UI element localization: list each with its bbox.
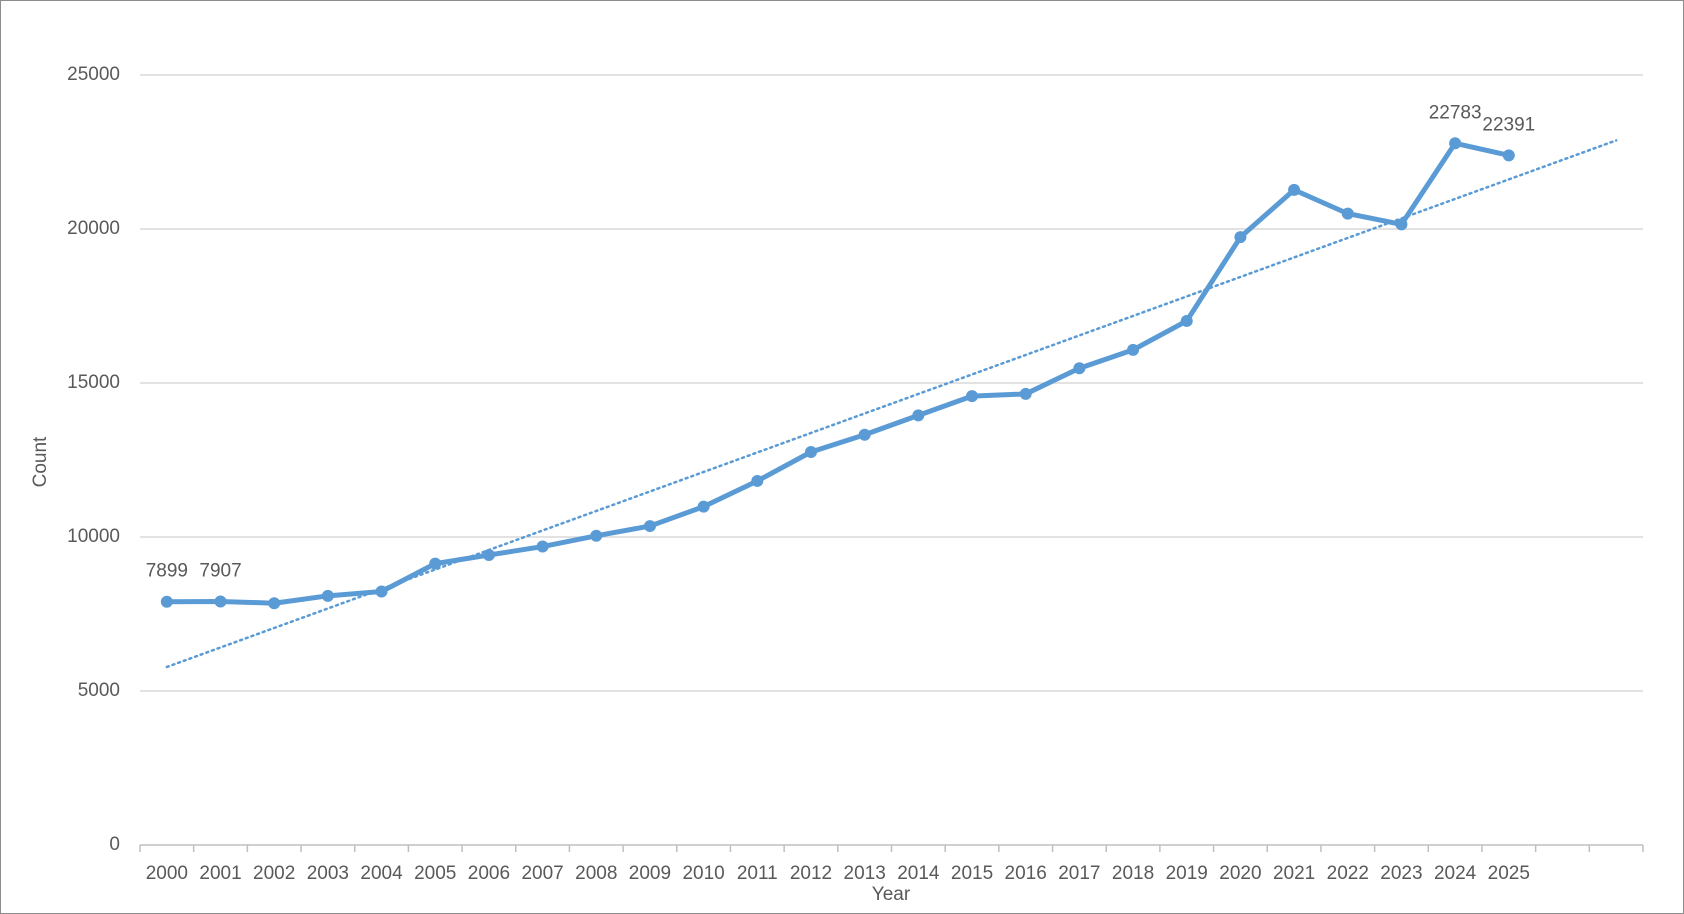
x-tick-label: 2024 — [1434, 863, 1477, 884]
data-point — [482, 549, 495, 562]
x-tick-label: 2009 — [629, 863, 671, 884]
data-point — [375, 585, 388, 598]
data-line — [164, 140, 1512, 606]
data-point — [429, 557, 442, 570]
x-tick-label: 2003 — [307, 863, 349, 884]
x-tick-label: 2022 — [1327, 863, 1369, 884]
x-tick-label: 2010 — [682, 863, 724, 884]
data-label: 7907 — [199, 560, 241, 581]
x-tick-label: 2001 — [199, 863, 241, 884]
x-tick-label: 2014 — [897, 863, 940, 884]
x-tick-label: 2005 — [414, 863, 456, 884]
x-tick-label: 2000 — [146, 863, 188, 884]
data-point — [268, 597, 281, 610]
data-point — [1395, 218, 1408, 231]
y-tick-label: 20000 — [67, 218, 120, 239]
x-tick-label: 2025 — [1488, 863, 1530, 884]
y-tick-label: 5000 — [78, 680, 120, 701]
x-tick-label: 2016 — [1005, 863, 1047, 884]
x-tick-label: 2018 — [1112, 863, 1154, 884]
data-point — [1502, 149, 1515, 162]
x-tick-label: 2015 — [951, 863, 993, 884]
x-tick-label: 2020 — [1219, 863, 1261, 884]
data-point — [1019, 387, 1032, 400]
data-point — [1288, 183, 1301, 196]
data-point — [966, 390, 979, 403]
x-tick-label: 2023 — [1380, 863, 1422, 884]
y-axis-label: Count — [30, 436, 51, 487]
data-point — [1127, 343, 1140, 356]
y-tick-label: 10000 — [67, 526, 120, 547]
data-point — [536, 540, 549, 553]
data-point — [751, 474, 764, 487]
x-tick-label: 2013 — [844, 863, 886, 884]
x-axis-label: Year — [872, 884, 911, 905]
data-point — [160, 595, 173, 608]
x-tick-label: 2007 — [521, 863, 563, 884]
data-label: 7899 — [146, 561, 188, 582]
y-tick-label: 15000 — [67, 372, 120, 393]
x-tick-label: 2008 — [575, 863, 617, 884]
x-tick-label: 2006 — [468, 863, 510, 884]
data-label: 22783 — [1429, 102, 1482, 123]
x-tick-label: 2019 — [1166, 863, 1208, 884]
data-point — [1341, 207, 1354, 220]
y-tick-label: 0 — [109, 834, 120, 855]
data-point — [697, 500, 710, 513]
x-tick-label: 2004 — [360, 863, 403, 884]
data-point — [1180, 314, 1193, 327]
data-point — [1073, 362, 1086, 375]
data-point — [590, 529, 603, 542]
data-point — [858, 428, 871, 441]
x-tick-label: 2017 — [1058, 863, 1100, 884]
data-point — [804, 445, 817, 458]
data-point — [912, 409, 925, 422]
data-point — [214, 595, 227, 608]
x-tick-label: 2021 — [1273, 863, 1315, 884]
data-label: 22391 — [1482, 114, 1535, 135]
data-point — [1234, 231, 1247, 244]
data-point — [643, 520, 656, 533]
x-tick-label: 2011 — [737, 863, 778, 884]
y-tick-label: 25000 — [67, 64, 120, 85]
x-tick-label: 2012 — [790, 863, 832, 884]
data-point — [321, 589, 334, 602]
data-point — [1449, 137, 1462, 150]
x-tick-label: 2002 — [253, 863, 295, 884]
